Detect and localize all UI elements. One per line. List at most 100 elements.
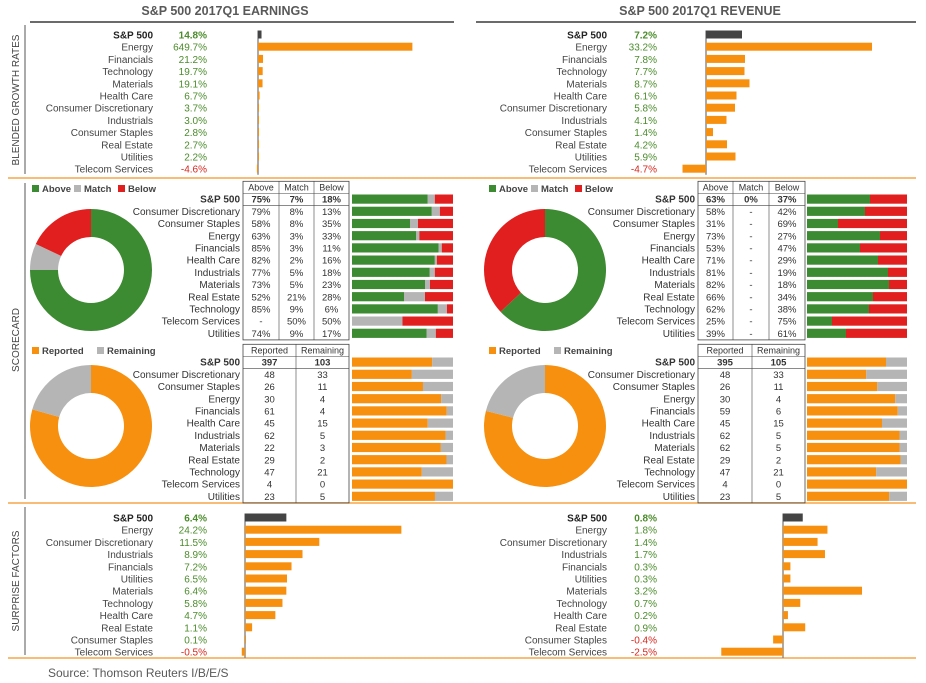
table-header: Match <box>284 183 309 193</box>
cell-above: 79% <box>251 207 271 218</box>
earnings-title: S&P 500 2017Q1 EARNINGS <box>141 4 308 18</box>
row-label: Consumer Discretionary <box>588 370 695 381</box>
bar <box>245 635 246 644</box>
row-label: S&P 500 <box>200 195 240 206</box>
bar <box>706 30 742 39</box>
cell-reported: 30 <box>264 394 275 405</box>
revenue-surprise-chart: S&P 500 0.8% Energy 1.8% Consumer Discretion… <box>500 513 863 659</box>
table-header: Reported <box>706 346 743 356</box>
cell-above: 53% <box>706 244 726 255</box>
value-label: 7.7% <box>634 67 657 78</box>
value-label: 7.8% <box>634 55 657 66</box>
value-label: 2.2% <box>184 153 207 164</box>
stack-reported <box>352 430 446 440</box>
bar <box>245 574 287 583</box>
bar <box>783 574 791 583</box>
category-label: Consumer Staples <box>71 128 153 139</box>
stack-remaining <box>445 430 453 440</box>
bar <box>783 562 791 571</box>
category-label: Energy <box>121 43 153 54</box>
cell-remaining: 6 <box>776 407 781 418</box>
stack-above <box>352 292 404 302</box>
category-label: Real Estate <box>101 623 153 634</box>
stack-reported <box>352 418 428 428</box>
stack-remaining <box>427 418 453 428</box>
category-label: Industrials <box>561 550 607 561</box>
value-label: 6.7% <box>184 92 207 103</box>
revenue-reported-legend: Reported Remaining <box>489 346 613 357</box>
cell-match: - <box>749 292 752 303</box>
stack-below <box>425 292 453 302</box>
bar <box>706 42 872 51</box>
stack-above <box>807 304 869 314</box>
cell-above: 77% <box>251 268 271 279</box>
stack-above <box>352 243 439 253</box>
stack-match <box>438 243 442 253</box>
stack-reported <box>807 406 898 416</box>
surprise-side-label: SURPRISE FACTORS <box>11 530 22 631</box>
stack-below <box>873 292 907 302</box>
cell-reported: 22 <box>264 443 275 454</box>
value-label: 1.7% <box>634 550 657 561</box>
row-label: S&P 500 <box>655 358 695 369</box>
cell-remaining: 33 <box>773 370 784 381</box>
category-label: Financials <box>108 55 153 66</box>
cell-match: 8% <box>290 219 304 230</box>
category-label: Financials <box>108 562 153 573</box>
category-label: Consumer Discretionary <box>46 538 153 549</box>
cell-remaining: 4 <box>320 407 325 418</box>
bar <box>258 54 264 63</box>
cell-reported: 23 <box>264 492 275 503</box>
row-label: Industrials <box>194 268 240 279</box>
stack-above <box>352 304 438 314</box>
stack-below <box>832 316 907 326</box>
cell-below: 34% <box>777 292 797 303</box>
category-label: Telecom Services <box>529 648 607 659</box>
cell-above: 82% <box>251 256 271 267</box>
stack-below <box>402 316 453 326</box>
row-label: Utilities <box>663 492 695 503</box>
cell-above: 66% <box>706 292 726 303</box>
row-label: Consumer Discretionary <box>133 207 240 218</box>
value-label: 7.2% <box>634 31 657 42</box>
table-header: Below <box>319 183 344 193</box>
donut-slice-remaining <box>32 365 91 417</box>
cell-below: 35% <box>322 219 342 230</box>
stack-below <box>419 231 453 241</box>
bar <box>245 513 287 522</box>
stack-below <box>434 194 453 204</box>
legend-below: Below <box>585 184 614 195</box>
category-label: Utilities <box>121 153 153 164</box>
bar <box>258 103 259 112</box>
cell-remaining: 103 <box>315 358 331 369</box>
cell-match: 2% <box>290 256 304 267</box>
legend-remaining: Remaining <box>107 346 156 357</box>
cell-above: 25% <box>706 317 726 328</box>
stack-match <box>425 279 430 290</box>
stack-above <box>352 279 425 290</box>
cell-below: 69% <box>777 219 797 230</box>
revenue-reported-scorecard: Reported Remaining S&P 500 395 105 Consumer D… <box>483 343 907 504</box>
bar <box>682 164 706 173</box>
bar <box>258 79 263 88</box>
cell-match: 50% <box>287 317 307 328</box>
stack-reported <box>807 418 882 428</box>
category-label: Real Estate <box>555 140 607 151</box>
cell-remaining: 5 <box>320 431 325 442</box>
row-label: Consumer Staples <box>613 219 695 230</box>
cell-above: 81% <box>706 268 726 279</box>
cell-reported: 4 <box>267 480 272 491</box>
cell-match: - <box>749 256 752 267</box>
value-label: 4.2% <box>634 140 657 151</box>
bar <box>245 611 276 620</box>
row-label: Telecom Services <box>162 317 240 328</box>
cell-above: - <box>259 317 262 328</box>
cell-match: 7% <box>290 195 304 206</box>
value-label: 0.8% <box>634 514 657 525</box>
stack-below <box>439 206 453 216</box>
category-label: Technology <box>102 599 153 610</box>
category-label: Health Care <box>100 92 154 103</box>
stack-remaining <box>876 467 907 477</box>
value-label: 0.3% <box>634 562 657 573</box>
stack-match <box>352 316 403 326</box>
